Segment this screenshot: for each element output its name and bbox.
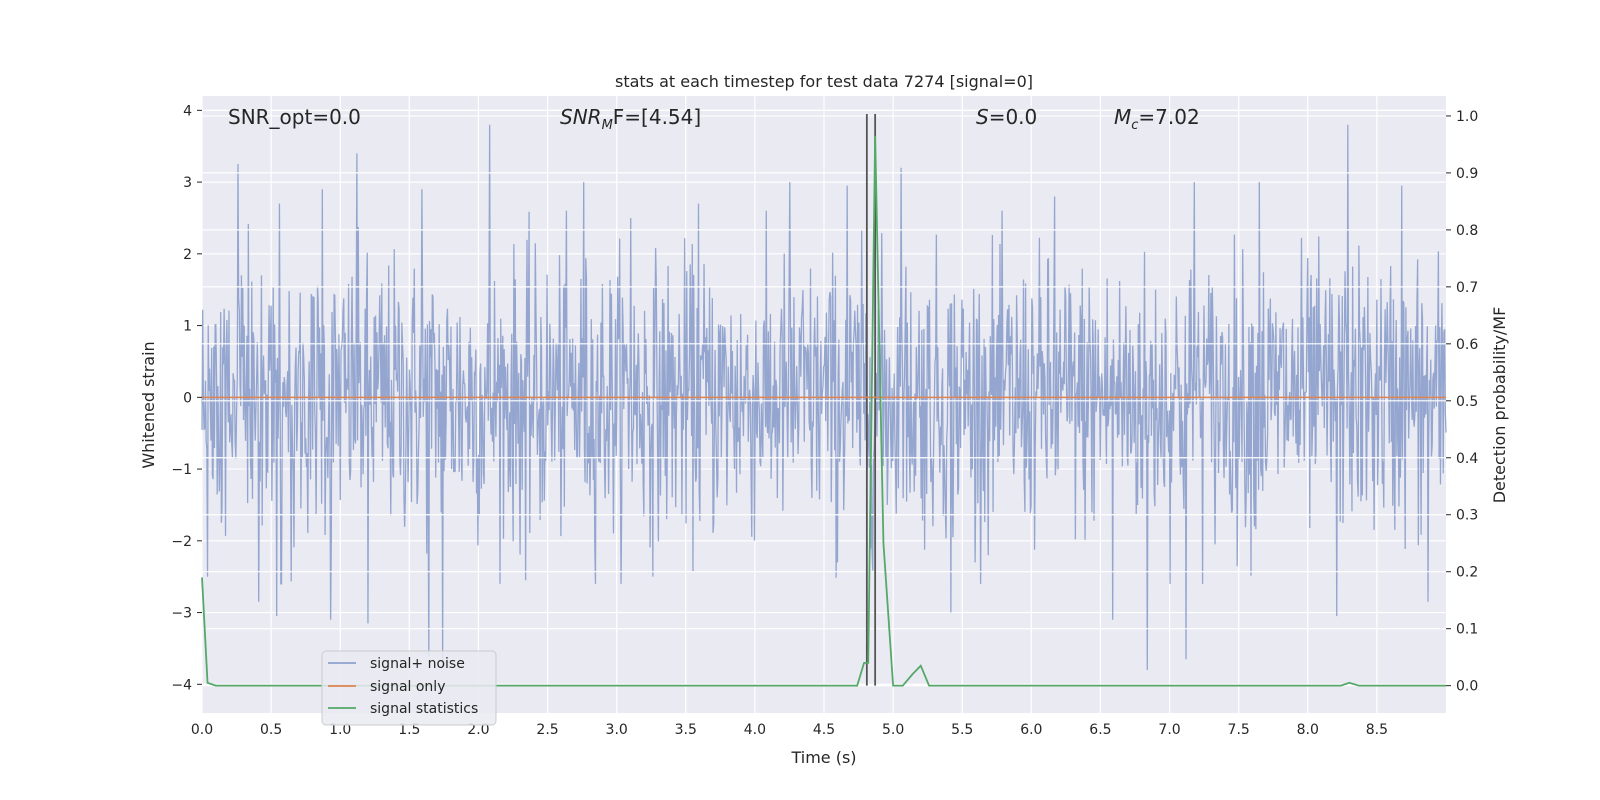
x-tick-label: 3.5 [675, 722, 697, 738]
x-tick-label: 4.5 [813, 722, 835, 738]
y-right-tick-label: 0.5 [1456, 394, 1478, 410]
annotation-mc-rest: =7.02 [1138, 105, 1199, 129]
legend-box [321, 650, 497, 726]
x-tick-label: 7.5 [1228, 722, 1250, 738]
x-tick-label: 2.5 [536, 722, 558, 738]
x-tick-label: 7.0 [1158, 722, 1180, 738]
x-tick-label: 4.0 [744, 722, 766, 738]
annotations: SNR_opt=0.0 SNRMF=[4.54] S=0.0 Mc=7.02 [228, 105, 1200, 133]
annotation-s-italic: S [976, 105, 989, 129]
x-tick-label: 1.5 [398, 722, 420, 738]
chart-title: stats at each timestep for test data 727… [615, 72, 1033, 91]
x-tick-label: 1.0 [329, 722, 351, 738]
y-tick-label: 2 [183, 247, 192, 263]
y-axis-label: Whitened strain [139, 341, 158, 468]
y-right-tick-label: 0.1 [1456, 622, 1478, 638]
legend-label-signal-only: signal only [370, 679, 445, 695]
signal-noise-line [201, 124, 1447, 670]
x-tick-label: 0.0 [191, 722, 213, 738]
annotation-mc-italic: M [1114, 105, 1131, 129]
x-tick-label: 6.0 [1020, 722, 1042, 738]
x-tick-label: 0.5 [260, 722, 282, 738]
y-right-tick-label: 0.6 [1456, 337, 1478, 353]
y-tick-label: −3 [171, 606, 192, 622]
legend-label-signal-statistics: signal statistics [370, 701, 478, 717]
y-right-tick-label: 0.3 [1456, 508, 1478, 524]
x-tick-label: 8.5 [1366, 722, 1388, 738]
annotation-snr-mf-sub: M [602, 118, 613, 133]
annotation-mc: Mc=7.02 [1114, 105, 1200, 133]
annotation-snr-mf-rest: F=[4.54] [613, 105, 701, 129]
y-axis-right-label: Detection probability/MF [1490, 307, 1509, 504]
series-lines [201, 135, 1446, 687]
y-tick-label: 3 [183, 175, 192, 191]
noise-series [201, 124, 1447, 670]
annotation-mc-sub: c [1131, 118, 1138, 133]
annotation-s: S=0.0 [976, 105, 1037, 129]
y-right-tick-label: 0.2 [1456, 565, 1478, 581]
vertical-markers [865, 113, 877, 686]
x-tick-label: 6.5 [1089, 722, 1111, 738]
y-tick-label: 0 [183, 390, 192, 406]
annotation-snr-mf: SNRMF=[4.54] [560, 105, 701, 133]
y-right-tick-label: 0.8 [1456, 223, 1478, 239]
x-tick-label: 3.0 [606, 722, 628, 738]
annotation-snr-mf-italic: SNR [560, 105, 602, 129]
annotation-s-rest: =0.0 [989, 105, 1038, 129]
y-right-tick-label: 0.7 [1456, 280, 1478, 296]
y-tick-label: 1 [183, 319, 192, 335]
y-tick-label: −1 [171, 462, 192, 478]
x-tick-label: 5.5 [951, 722, 973, 738]
legend-label-noise: signal+ noise [370, 656, 465, 672]
legend: signal+ noise signal only signal statist… [321, 650, 497, 726]
x-tick-label: 2.0 [467, 722, 489, 738]
y-right-tick-label: 0.4 [1456, 451, 1478, 467]
signal-statistics-line [201, 135, 1446, 687]
ticks: 0.0 0.5 1.0 1.5 2.0 2.5 3.0 3.5 4.0 4.5 5.0 5.5 6.0 6… [171, 103, 1478, 738]
annotation-snr-opt: SNR_opt=0.0 [228, 105, 361, 129]
y-tick-label: 4 [183, 103, 192, 119]
x-tick-label: 5.0 [882, 722, 904, 738]
y-tick-label: −2 [171, 534, 192, 550]
y-right-tick-label: 1.0 [1456, 109, 1478, 125]
y-right-tick-label: 0.0 [1456, 679, 1478, 695]
y-tick-label: −4 [171, 677, 192, 693]
x-tick-label: 8.0 [1297, 722, 1319, 738]
x-axis-label: Time (s) [790, 748, 856, 767]
y-right-tick-label: 0.9 [1456, 166, 1478, 182]
